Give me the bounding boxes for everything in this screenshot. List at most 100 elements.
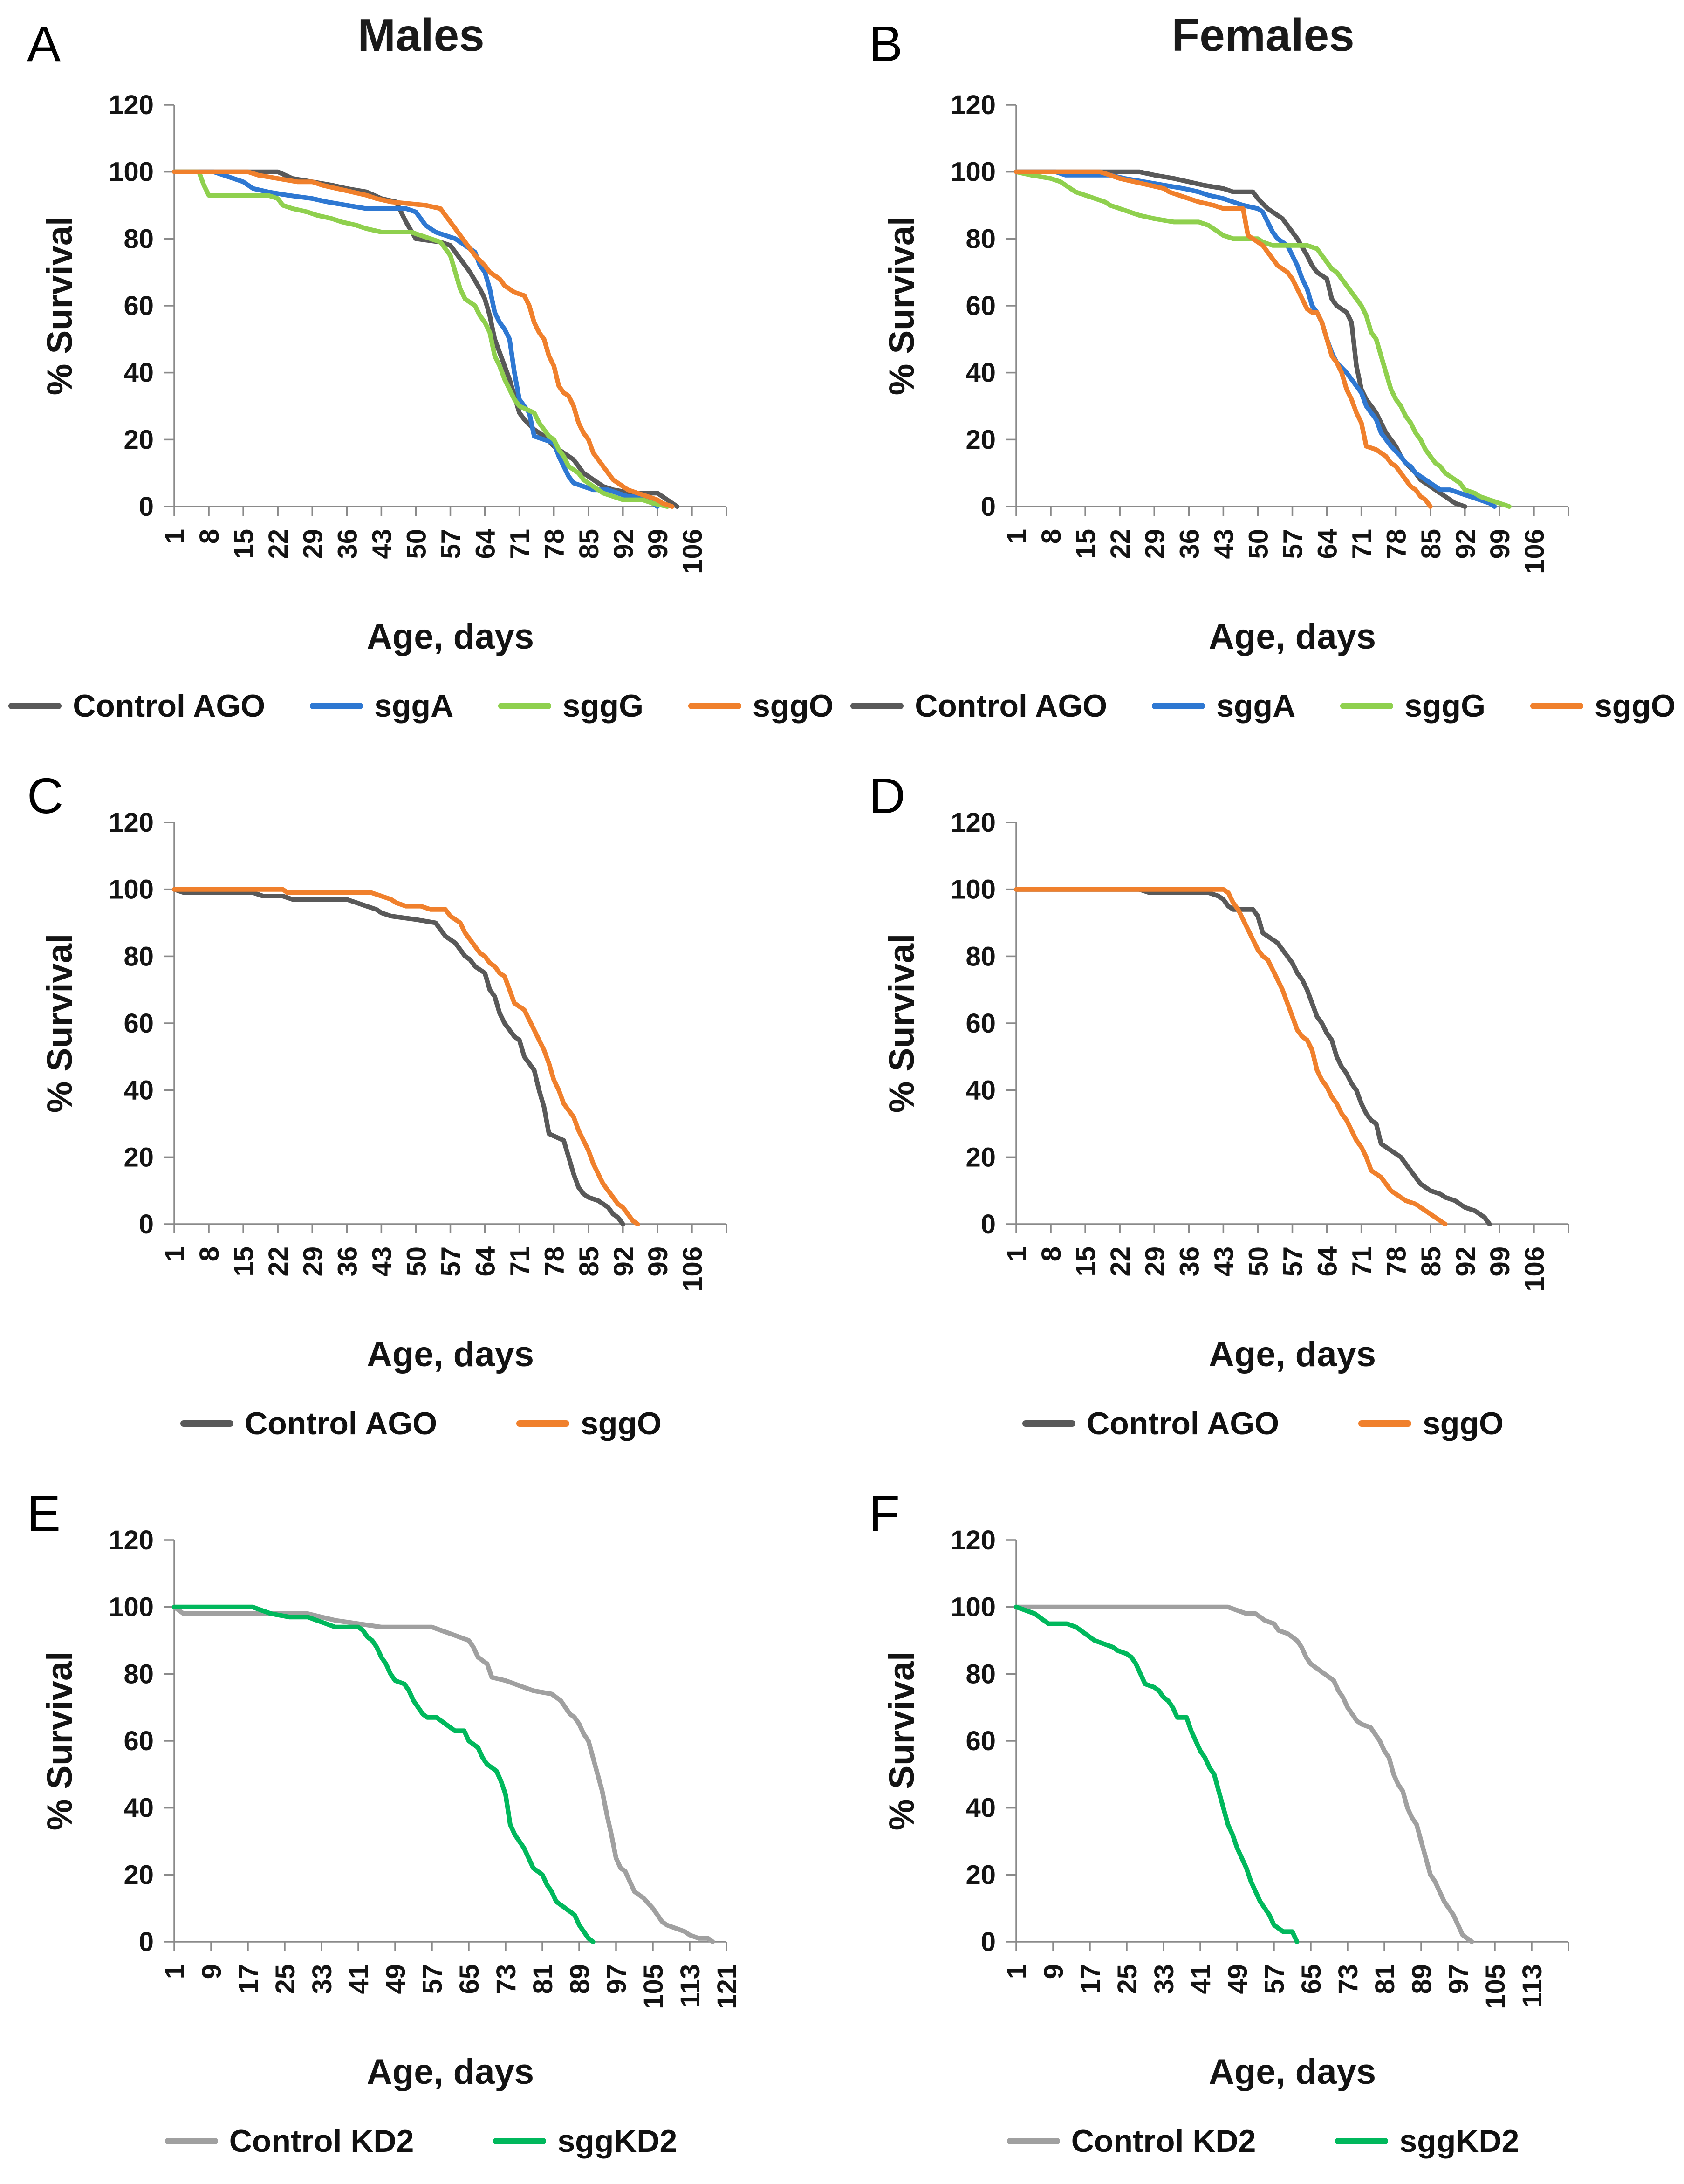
legend-item-sggo: sggO [688,688,834,724]
y-tick-label: 80 [965,941,996,972]
x-tick-label: 64 [1313,529,1343,559]
x-tick-label: 64 [471,1246,501,1277]
y-axis-title: % Survival [882,1651,922,1830]
x-tick-label: 71 [505,529,535,559]
y-axis-title: % Survival [40,216,80,395]
y-tick-label: 60 [965,291,996,321]
legend-item-sggo: sggO [516,1405,662,1442]
panel-letter-e: E [27,1485,61,1541]
x-tick-label: 43 [367,1246,397,1277]
legend-swatch-control-ago [8,703,62,709]
series-line-sggg [1014,169,1512,509]
legend-swatch-control-ago [180,1420,234,1427]
x-tick-label: 50 [401,1246,431,1277]
legend-label-control-ago: Control AGO [73,688,266,724]
legend-swatch-sggkd2 [493,2138,547,2144]
x-tick-label: 1 [160,1246,190,1261]
series-line-control-ago [1014,887,1492,1226]
panel-c: C 0 20 40 60 80 100 120 1 8 15 22 29 36 43 50 57 64 71 78 8… [0,728,842,1445]
series-line-sggo [1014,887,1448,1226]
x-tick-label: 89 [1407,1964,1437,1994]
panel-f: F 0 20 40 60 80 100 120 1 9 17 25 33 41 49 57 65 73 81 89 9… [842,1445,1684,2184]
x-tick-label: 57 [1278,529,1308,559]
y-tick-label: 120 [109,1525,154,1555]
legend-label-control-kd2: Control KD2 [1071,2123,1256,2159]
panel-a: A Males 0 20 40 60 80 100 120 1 8 15 22 29 36 43 50 57 6… [0,0,842,728]
x-tick-label: 92 [609,529,639,559]
legend-swatch-sggo [1358,1420,1412,1427]
x-axis-title: Age, days [1209,1335,1376,1374]
legend-swatch-sggo [516,1420,570,1427]
x-tick-label: 9 [197,1964,227,1979]
x-tick-label: 50 [1243,1246,1273,1277]
y-tick-label: 80 [123,224,154,254]
legend-item-control-ago: Control AGO [180,1405,437,1442]
x-tick-label: 8 [1036,1246,1067,1261]
legend-item-sgga: sggA [310,688,453,724]
y-tick-label: 80 [123,941,154,972]
legend-item-sggkd2: sggKD2 [1335,2123,1519,2159]
legend-item-sggo: sggO [1530,688,1676,724]
panel-letter-d: D [869,767,905,824]
x-tick-label: 97 [602,1964,632,1994]
x-tick-label: 49 [381,1964,411,1994]
y-tick-label: 0 [981,1927,996,1957]
x-tick-label: 9 [1039,1964,1069,1979]
panel-letter-a: A [27,15,61,72]
x-tick-label: 106 [678,1246,708,1292]
x-tick-label: 57 [418,1964,448,1994]
y-tick-label: 100 [951,875,996,905]
x-tick-label: 25 [1112,1964,1143,1994]
column-title-females: Females [1171,9,1355,61]
legend-item-sggkd2: sggKD2 [493,2123,677,2159]
series-line-sggo [1014,169,1433,509]
legend-label-sggo: sggO [581,1406,662,1441]
x-tick-label: 57 [436,1246,466,1277]
x-tick-label: 43 [367,529,397,559]
y-tick-label: 60 [965,1008,996,1039]
y-axis-title: % Survival [40,934,80,1113]
series-line-control-ago [1014,169,1467,509]
x-axis-title: Age, days [367,2052,534,2092]
y-tick-label: 120 [109,808,154,838]
x-tick-label: 81 [528,1964,558,1994]
y-tick-label: 0 [139,492,154,522]
legend-e: Control KD2 sggKD2 [0,2123,842,2159]
legend-swatch-sggo [1530,703,1583,709]
y-tick-label: 120 [951,90,996,120]
legend-label-sgga: sggA [374,688,454,724]
panel-b: B Females 0 20 40 60 80 100 120 1 8 15 22 29 36 43 50 5… [842,0,1684,728]
legend-f: Control KD2 sggKD2 [842,2123,1684,2159]
x-tick-label: 105 [1480,1964,1511,2009]
legend-swatch-sggg [498,703,552,709]
legend-d: Control AGO sggO [842,1405,1684,1442]
column-title-males: Males [357,9,485,61]
series-line-sgga [1014,169,1497,509]
x-tick-label: 15 [1071,529,1101,559]
y-tick-label: 20 [965,424,996,455]
x-tick-label: 57 [1260,1964,1290,1994]
series-line-control-kd2 [172,1604,715,1944]
x-tick-label: 22 [263,1246,294,1277]
legend-c: Control AGO sggO [0,1405,842,1442]
y-tick-label: 40 [965,358,996,388]
x-tick-label: 41 [1186,1964,1216,1994]
x-tick-label: 57 [436,529,466,559]
y-axis-title: % Survival [882,934,922,1113]
x-tick-label: 78 [1382,1246,1412,1277]
y-tick-label: 100 [109,157,154,187]
x-tick-label: 73 [491,1964,521,1994]
x-tick-label: 22 [1105,1246,1136,1277]
x-tick-label: 65 [1296,1964,1327,1994]
legend-label-sggkd2: sggKD2 [557,2123,678,2159]
legend-item-sggo: sggO [1358,1405,1504,1442]
x-tick-label: 36 [1174,529,1205,559]
y-tick-label: 40 [123,1793,154,1823]
x-tick-label: 99 [643,529,673,559]
x-tick-label: 85 [574,529,604,559]
x-tick-label: 57 [1278,1246,1308,1277]
panel-e: E 0 20 40 60 80 100 120 1 9 17 25 33 41 49 57 65 73 81 89 9… [0,1445,842,2184]
